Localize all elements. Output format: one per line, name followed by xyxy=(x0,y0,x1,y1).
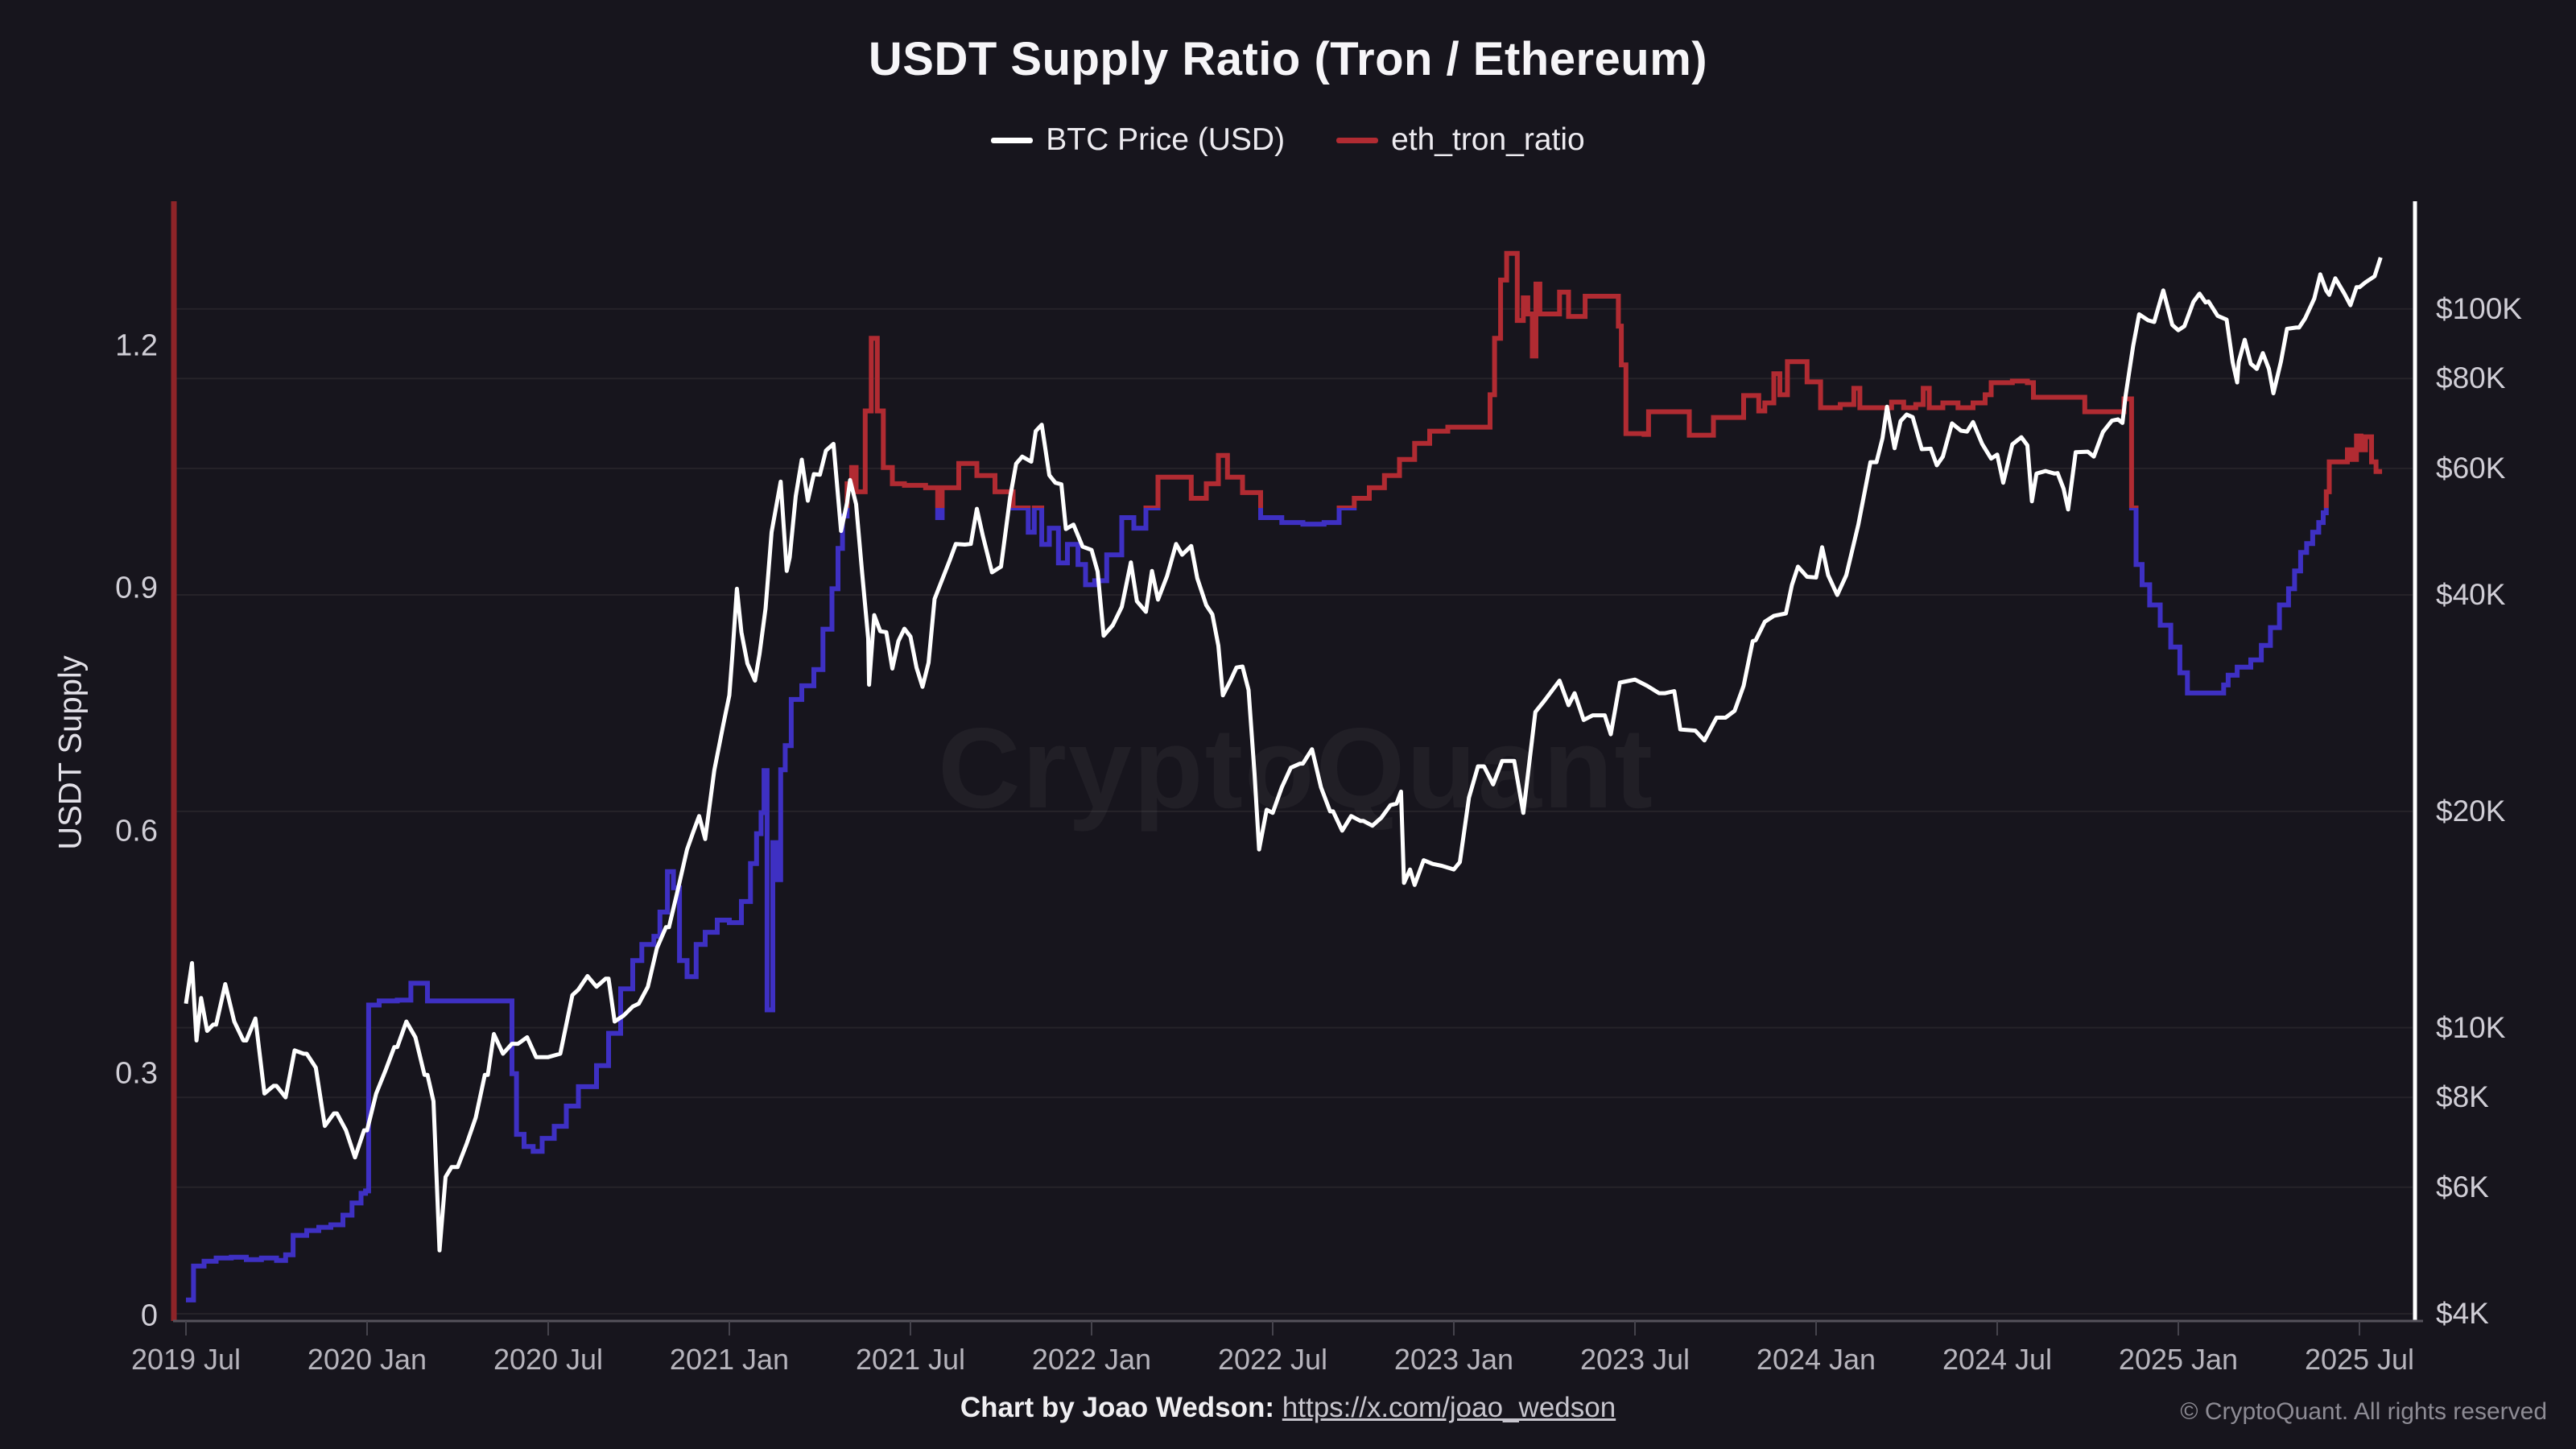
x-tick-label: 2021 Jul xyxy=(855,1343,966,1376)
y-right-tick-label: $4K xyxy=(2436,1297,2489,1330)
x-tick-label: 2021 Jan xyxy=(669,1343,790,1376)
x-tick-label: 2023 Jul xyxy=(1579,1343,1690,1376)
legend-swatch-icon xyxy=(991,137,1034,143)
ratio-line-below-1 xyxy=(186,508,2329,1302)
y-right-tick-label: $60K xyxy=(2436,451,2506,485)
legend: BTC Price (USD) eth_tron_ratio xyxy=(0,122,2576,158)
y-left-tick-label: 0 xyxy=(140,1298,158,1333)
x-tick-label: 2025 Jul xyxy=(2304,1343,2415,1376)
footer: Chart by Joao Wedson: https://x.com/joao… xyxy=(0,1392,2576,1424)
legend-item-0[interactable]: BTC Price (USD) xyxy=(991,122,1285,158)
x-tick-label: 2024 Jan xyxy=(1756,1343,1876,1376)
legend-label: eth_tron_ratio xyxy=(1391,122,1585,157)
page-title: USDT Supply Ratio (Tron / Ethereum) xyxy=(868,33,1708,85)
footer-credit: Chart by Joao Wedson: xyxy=(960,1392,1275,1423)
x-tick-label: 2024 Jul xyxy=(1942,1343,2053,1376)
watermark: CryptoQuant xyxy=(938,703,1654,835)
y-left-tick-label: 0.9 xyxy=(115,571,158,605)
x-tick-label: 2019 Jul xyxy=(130,1343,242,1376)
y-right-tick-label: $8K xyxy=(2436,1080,2489,1114)
legend-item-1[interactable]: eth_tron_ratio xyxy=(1336,122,1585,158)
y-left-tick-label: 1.2 xyxy=(115,328,158,363)
footer-copyright: © CryptoQuant. All rights reserved xyxy=(2180,1398,2547,1425)
x-tick-label: 2020 Jul xyxy=(493,1343,604,1376)
y-right-tick-label: $100K xyxy=(2436,291,2522,325)
y-right-tick-label: $6K xyxy=(2436,1170,2489,1203)
y-right-tick-label: $80K xyxy=(2436,361,2506,395)
footer-link[interactable]: https://x.com/joao_wedson xyxy=(1282,1392,1616,1423)
y-right-tick-label: $20K xyxy=(2436,794,2506,828)
legend-label: BTC Price (USD) xyxy=(1046,122,1286,157)
y-left-tick-label: 0.3 xyxy=(115,1056,158,1091)
x-tick-label: 2022 Jul xyxy=(1217,1343,1328,1376)
x-tick-label: 2022 Jan xyxy=(1031,1343,1152,1376)
x-tick-label: 2023 Jan xyxy=(1393,1343,1514,1376)
y-right-tick-label: $10K xyxy=(2436,1010,2506,1044)
btc-price-line xyxy=(184,257,2383,1253)
y-left-tick-label: 0.6 xyxy=(115,814,158,848)
x-tick-label: 2020 Jan xyxy=(307,1343,427,1376)
x-tick-label: 2025 Jan xyxy=(2118,1343,2239,1376)
y-right-tick-label: $40K xyxy=(2436,578,2506,612)
legend-swatch-icon xyxy=(1336,137,1379,143)
